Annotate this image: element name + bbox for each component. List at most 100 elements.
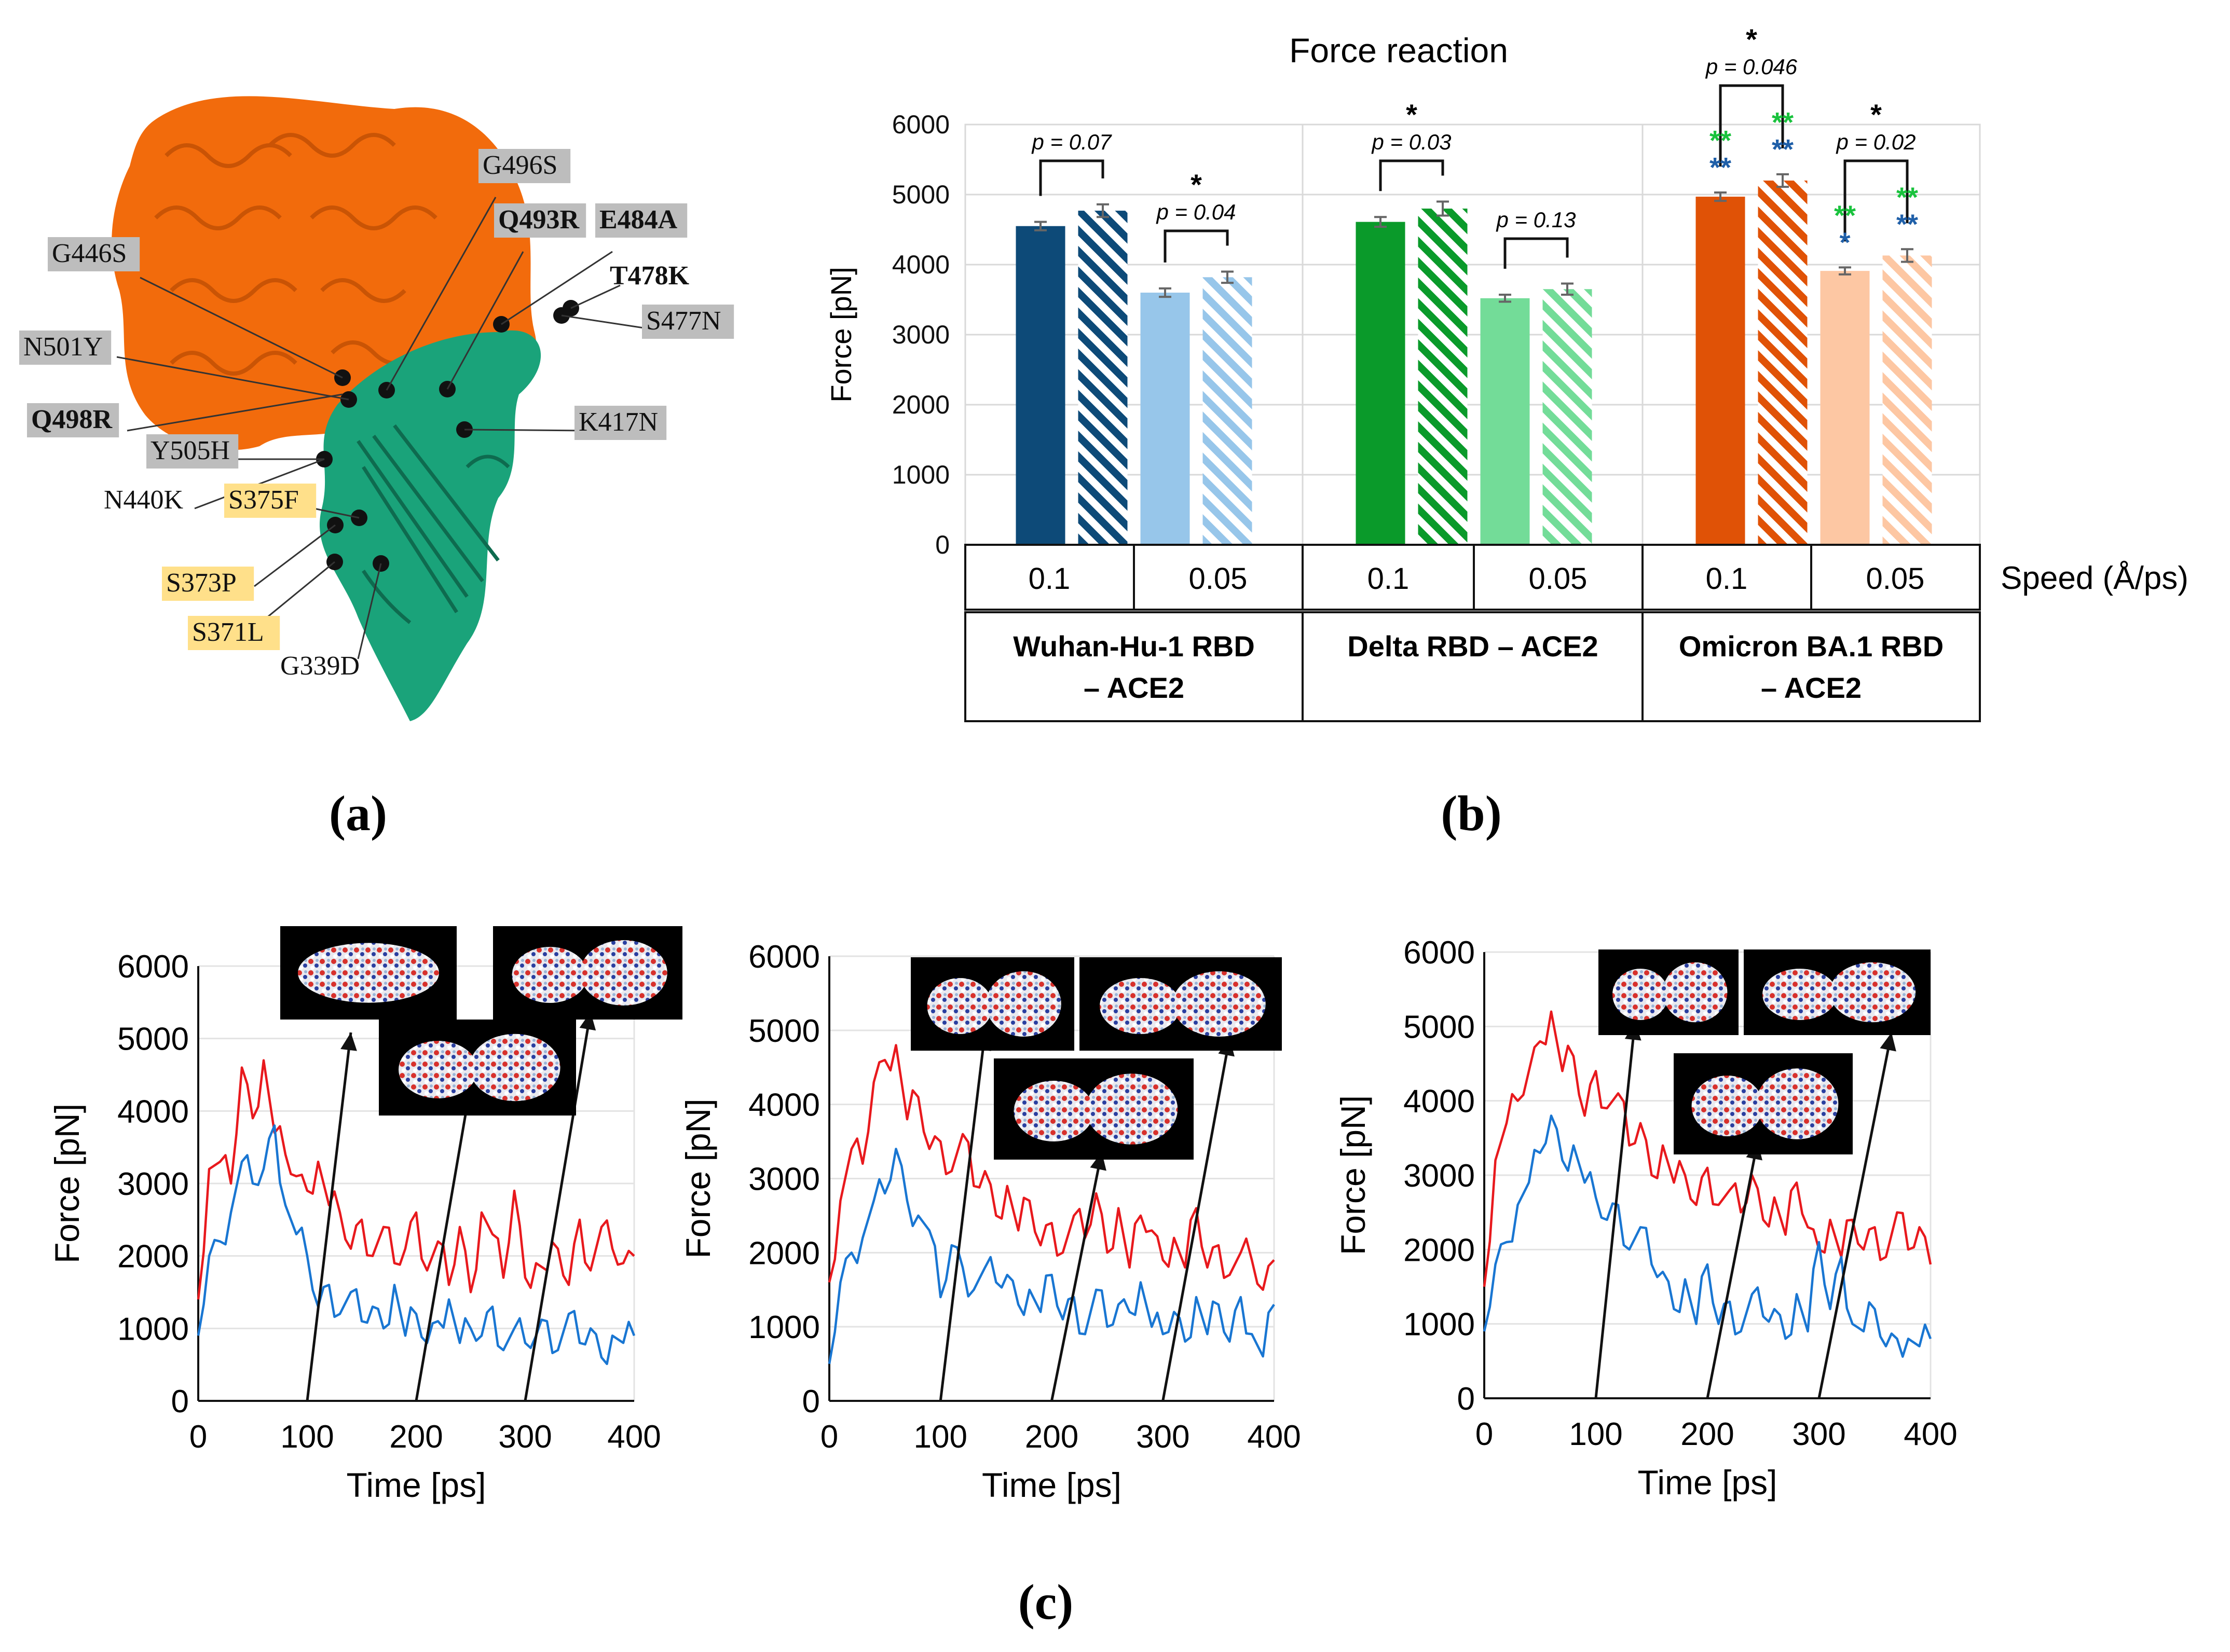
x-tick-label: 100 xyxy=(1569,1416,1622,1452)
y-tick-label: 1000 xyxy=(117,1311,189,1347)
mutation-label-box xyxy=(48,237,140,271)
significance-bracket xyxy=(1719,84,1784,167)
blue-significance-mark: * xyxy=(1839,227,1850,258)
mutation-label-q493r: Q493R xyxy=(498,205,580,235)
chart-title: Force reaction xyxy=(1289,31,1508,70)
blue-significance-mark: ** xyxy=(1896,209,1918,240)
mutation-leader-lines xyxy=(116,197,654,659)
x-tick-label: 400 xyxy=(607,1419,661,1455)
mutation-label-box xyxy=(494,203,586,238)
mutation-label-box xyxy=(19,331,112,365)
line-chart-3: 0 1000 2000 3000 4000 5000 6000 0 100 200 300 400 Ti… xyxy=(1334,935,1958,1502)
y-tick-label: 4000 xyxy=(892,250,950,279)
x-axis-label: Speed (Å/ps) xyxy=(2001,560,2188,596)
annotation-arrow xyxy=(415,1084,472,1401)
group-table xyxy=(964,611,1981,722)
y-tick-label: 3000 xyxy=(748,1162,820,1197)
mutation-label-y505h: Y505H xyxy=(151,436,230,465)
group-label: Delta RBD – ACE2 xyxy=(1347,630,1598,663)
y-tick-label: 0 xyxy=(171,1384,189,1420)
molecule-snapshot xyxy=(1014,1081,1094,1141)
y-tick-label: 3000 xyxy=(117,1166,189,1202)
panel-c-label: (c) xyxy=(1018,1574,1074,1630)
speed-cell-label: 0.05 xyxy=(1189,562,1248,596)
green-significance-mark: ** xyxy=(1834,200,1856,231)
bar-solid xyxy=(1480,298,1530,545)
y-tick-label: 1000 xyxy=(1403,1307,1475,1343)
group-label: Wuhan-Hu-1 RBD – ACE2 xyxy=(1013,630,1255,704)
x-tick-label: 300 xyxy=(1136,1419,1189,1455)
significance-star: * xyxy=(1191,168,1202,201)
significance-star: * xyxy=(1406,98,1417,131)
x-tick-label: 100 xyxy=(280,1419,334,1455)
significance-bracket xyxy=(1164,229,1229,263)
mutation-label-box xyxy=(478,149,571,183)
panel-b-label: (b) xyxy=(1441,786,1501,841)
p-value-label: p = 0.046 xyxy=(1705,54,1798,79)
x-tick-label: 100 xyxy=(914,1419,967,1455)
annotation-arrow xyxy=(1594,1022,1636,1399)
y-tick-label: 5000 xyxy=(1403,1009,1475,1045)
bar-solid xyxy=(1820,271,1870,545)
molecule-snapshot xyxy=(1829,962,1916,1023)
bar-solid xyxy=(1695,197,1745,545)
significance-bracket xyxy=(1039,159,1104,196)
molecule-snapshot xyxy=(1172,971,1266,1037)
speed-cell-label: 0.1 xyxy=(1029,562,1071,596)
molecule-snapshot xyxy=(1100,978,1181,1034)
y-tick-label: 2000 xyxy=(748,1235,820,1271)
series-line-red xyxy=(1483,1010,1932,1287)
molecule-snapshot xyxy=(580,940,667,1006)
mutation-label-e484a: E484A xyxy=(599,205,678,235)
bar-hatched xyxy=(1418,209,1468,545)
bar-hatched xyxy=(1078,211,1128,545)
annotation-arrow xyxy=(1817,1032,1893,1399)
green-significance-mark: ** xyxy=(1709,125,1731,156)
mutation-label-box xyxy=(642,305,734,339)
mutation-label-s375f: S375F xyxy=(228,485,299,515)
x-tick-label: 0 xyxy=(1475,1416,1493,1452)
molecule-snapshot xyxy=(1612,969,1668,1020)
panel-b-bar-chart: 0 1000 2000 3000 4000 5000 6000 Force reaction F… xyxy=(825,23,2188,722)
significance-bracket xyxy=(1503,237,1569,269)
molecule-snapshot xyxy=(399,1041,477,1098)
significance-bracket xyxy=(1379,159,1444,191)
speed-cell-label: 0.1 xyxy=(1367,562,1410,596)
mutation-label-box xyxy=(188,616,280,650)
green-significance-mark: ** xyxy=(1896,182,1918,213)
y-tick-label: 3000 xyxy=(1403,1158,1475,1194)
annotation-arrow xyxy=(1050,1151,1103,1401)
x-tick-label: 400 xyxy=(1247,1419,1301,1455)
y-tick-label: 5000 xyxy=(117,1022,189,1057)
x-tick-label: 0 xyxy=(189,1419,207,1455)
mutation-label-s371l: S371L xyxy=(192,617,264,647)
line-chart-1: 0 1000 2000 3000 4000 5000 6000 0 100 200 300 400 Ti… xyxy=(48,926,682,1504)
blue-significance-mark: ** xyxy=(1772,134,1794,165)
significance-star: * xyxy=(1746,23,1757,56)
x-tick-label: 200 xyxy=(389,1419,443,1455)
mutation-labels: G496S Q493R E484A T478K G446S S477N N501Y Q498R… xyxy=(19,149,734,681)
significance-star: * xyxy=(1870,98,1882,131)
mutation-label-box xyxy=(27,403,119,437)
molecule-snapshot xyxy=(469,1034,560,1102)
p-value-label: p = 0.02 xyxy=(1836,130,1916,154)
mutation-label-g446s: G446S xyxy=(52,239,127,268)
y-tick-label: 1000 xyxy=(748,1310,820,1345)
molecule-snapshot xyxy=(298,943,439,1003)
bar-hatched xyxy=(1202,277,1252,545)
speed-cell-label: 0.1 xyxy=(1706,562,1748,596)
annotation-arrow xyxy=(1161,1037,1231,1401)
p-value-label: p = 0.04 xyxy=(1156,200,1236,224)
speed-cell-label: 0.05 xyxy=(1866,562,1925,596)
x-tick-label: 200 xyxy=(1025,1419,1078,1455)
blue-significance-mark: ** xyxy=(1709,152,1731,183)
y-axis-label: Force [pN] xyxy=(48,1104,86,1263)
y-tick-label: 0 xyxy=(935,530,950,559)
y-tick-label: 5000 xyxy=(748,1013,820,1049)
x-tick-label: 200 xyxy=(1680,1416,1734,1452)
molecule-snapshot xyxy=(1756,1068,1839,1139)
y-tick-label: 3000 xyxy=(892,320,950,349)
p-value-label: p = 0.03 xyxy=(1371,130,1452,154)
p-value-label: p = 0.13 xyxy=(1496,208,1576,232)
